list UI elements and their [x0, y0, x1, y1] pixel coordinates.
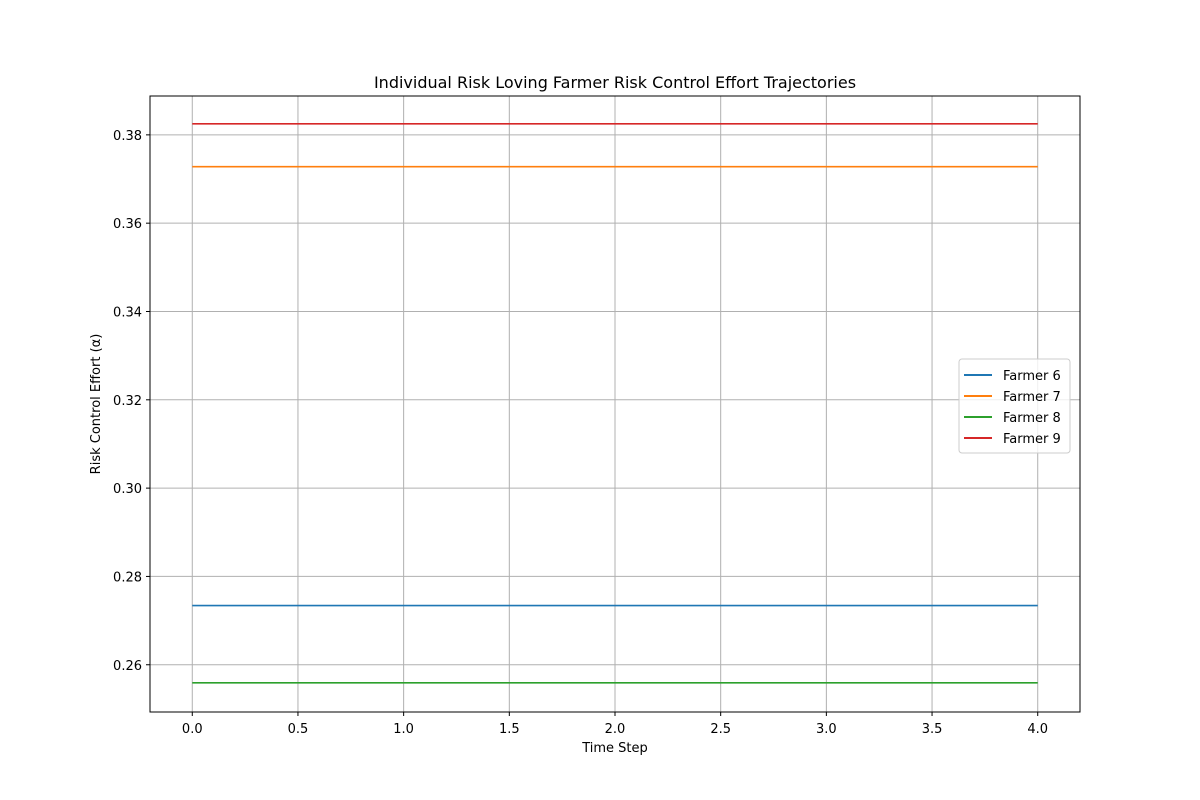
grid: [150, 96, 1080, 712]
x-tick-label: 1.0: [393, 722, 414, 737]
y-axis-label: Risk Control Effort (α): [89, 334, 104, 475]
x-axis-ticks: 0.0 0.5 1.0 1.5 2.0 2.5 3.0 3.5 4.0: [182, 712, 1048, 737]
x-tick-label: 0.0: [182, 722, 203, 737]
series-lines: [192, 123, 1038, 684]
legend-label: Farmer 6: [1003, 369, 1061, 384]
x-axis-label: Time Step: [581, 741, 648, 756]
legend-label: Farmer 8: [1003, 411, 1061, 426]
x-tick-label: 2.5: [710, 722, 731, 737]
x-tick-label: 0.5: [288, 722, 309, 737]
y-tick-label: 0.30: [113, 482, 142, 497]
y-tick-label: 0.28: [113, 570, 142, 585]
x-tick-label: 4.0: [1027, 722, 1048, 737]
y-tick-label: 0.32: [113, 394, 142, 409]
legend-label: Farmer 9: [1003, 432, 1061, 447]
chart-title: Individual Risk Loving Farmer Risk Contr…: [374, 73, 856, 92]
y-tick-label: 0.38: [113, 129, 142, 144]
y-tick-label: 0.26: [113, 659, 142, 674]
x-tick-label: 3.0: [816, 722, 837, 737]
y-axis-ticks: 0.26 0.28 0.30 0.32 0.34 0.36 0.38: [113, 129, 150, 674]
legend: Farmer 6 Farmer 7 Farmer 8 Farmer 9: [958, 358, 1071, 454]
y-tick-label: 0.34: [113, 305, 142, 320]
legend-label: Farmer 7: [1003, 390, 1061, 405]
x-tick-label: 2.0: [605, 722, 626, 737]
y-tick-label: 0.36: [113, 217, 142, 232]
legend-box: [958, 358, 1071, 454]
x-tick-label: 3.5: [922, 722, 943, 737]
x-tick-label: 1.5: [499, 722, 520, 737]
